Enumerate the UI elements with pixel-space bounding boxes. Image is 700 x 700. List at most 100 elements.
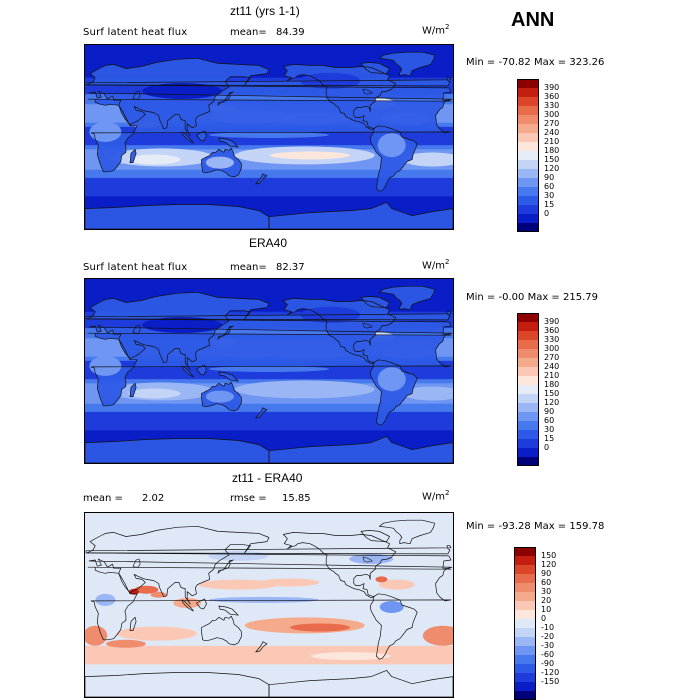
colorbar-tick-label: 360 bbox=[544, 92, 560, 101]
colorbar-swatch bbox=[517, 331, 539, 340]
flux-region bbox=[198, 579, 279, 590]
coastline bbox=[201, 381, 242, 412]
coastline bbox=[85, 204, 270, 229]
season-label: ANN bbox=[511, 9, 555, 31]
coastline bbox=[282, 64, 397, 131]
colorbar-swatch bbox=[514, 619, 536, 628]
coastline bbox=[217, 91, 234, 106]
colorbar-tick-label: -60 bbox=[541, 650, 555, 659]
colorbar-swatch bbox=[517, 394, 539, 403]
colorbar-tick-label: 180 bbox=[544, 146, 560, 155]
colorbar-tick-label: 15 bbox=[544, 200, 555, 209]
colorbar-tick-label: 150 bbox=[544, 389, 560, 398]
colorbar-swatch bbox=[517, 79, 539, 88]
colorbar-swatch bbox=[514, 547, 536, 556]
land-fill bbox=[130, 149, 137, 163]
flux-region bbox=[208, 596, 319, 603]
flux-region bbox=[402, 152, 453, 167]
colorbar-swatch bbox=[517, 385, 539, 394]
flux-region bbox=[259, 578, 320, 587]
colorbar-tick-label: 90 bbox=[544, 173, 555, 182]
colorbar-tick-label: 150 bbox=[541, 551, 557, 560]
colorbar-swatch bbox=[517, 421, 539, 430]
colorbar-swatch bbox=[514, 637, 536, 646]
coastline bbox=[181, 599, 194, 612]
coastline bbox=[282, 298, 397, 365]
flux-region bbox=[377, 367, 406, 392]
flux-region bbox=[95, 593, 116, 606]
flux-region bbox=[349, 554, 394, 564]
mean-value: 82.37 bbox=[276, 262, 305, 273]
coastline bbox=[268, 436, 453, 463]
land-fill bbox=[85, 204, 269, 229]
colorbar-tick-label: 210 bbox=[544, 137, 560, 146]
flux-region bbox=[134, 585, 159, 594]
colorbar-swatch bbox=[517, 187, 539, 196]
map-model bbox=[84, 44, 454, 230]
land-fill bbox=[218, 372, 239, 382]
flux-region bbox=[379, 601, 404, 613]
latitude-band bbox=[85, 645, 453, 665]
colorbar-swatch bbox=[517, 214, 539, 223]
flux-region bbox=[377, 133, 406, 158]
colorbar-tick-label: 60 bbox=[544, 182, 555, 191]
colorbar-swatch bbox=[517, 223, 539, 232]
lake-outline bbox=[362, 556, 373, 563]
colorbar-swatch bbox=[514, 655, 536, 664]
lake-outline bbox=[132, 90, 141, 100]
mean-label: mean= bbox=[230, 27, 267, 38]
colorbar-tick-label: 0 bbox=[544, 443, 550, 452]
colorbar-swatch bbox=[517, 367, 539, 376]
flux-region bbox=[234, 380, 375, 399]
colorbar-swatch bbox=[517, 151, 539, 160]
colorbar-tick-label: 330 bbox=[544, 101, 560, 110]
colorbar-tick-label: 300 bbox=[544, 344, 560, 353]
colorbar-tick-label: 120 bbox=[544, 398, 560, 407]
colorbar-tick-label: 150 bbox=[544, 155, 560, 164]
flux-region bbox=[269, 151, 350, 160]
colorbar-tick-label: 90 bbox=[541, 569, 552, 578]
colorbar-tick-label: 240 bbox=[544, 128, 560, 137]
coastline bbox=[369, 593, 418, 660]
coastline bbox=[369, 359, 418, 426]
colorbar-swatch bbox=[517, 160, 539, 169]
colorbar-tick-label: -10 bbox=[541, 623, 555, 632]
flux-region bbox=[378, 579, 415, 590]
coastline bbox=[201, 615, 242, 646]
colorbar-tick-label: 360 bbox=[544, 326, 560, 335]
colorbar-tick-label: 300 bbox=[544, 110, 560, 119]
colorbar-tick-label: 390 bbox=[544, 83, 560, 92]
colorbar-tick-label: 30 bbox=[541, 587, 552, 596]
land-fill bbox=[87, 292, 452, 370]
colorbar-tick-label: 20 bbox=[541, 596, 552, 605]
colorbar-tick-label: 30 bbox=[544, 191, 555, 200]
land-fill bbox=[379, 286, 435, 310]
colorbar-tick-label: 10 bbox=[541, 605, 552, 614]
colorbar-tick-label: -20 bbox=[541, 632, 555, 641]
colorbar-swatch bbox=[517, 124, 539, 133]
coastline bbox=[86, 57, 453, 137]
mean-value: 84.39 bbox=[276, 27, 305, 38]
flux-region bbox=[116, 626, 197, 641]
colorbar-swatch bbox=[514, 574, 536, 583]
colorbar-swatch bbox=[514, 565, 536, 574]
colorbar-swatch bbox=[517, 412, 539, 421]
map-observations bbox=[84, 278, 454, 464]
colorbar-tick-label: 0 bbox=[541, 614, 547, 623]
colorbar-swatch bbox=[514, 646, 536, 655]
coastline bbox=[217, 559, 234, 574]
flux-region bbox=[209, 132, 329, 138]
colorbar-swatch bbox=[517, 313, 539, 322]
coastline bbox=[85, 311, 452, 321]
colorbar-tick-label: 210 bbox=[544, 371, 560, 380]
colorbar-swatch bbox=[514, 664, 536, 673]
flux-region bbox=[205, 390, 234, 403]
variable-label: Surf latent heat flux bbox=[83, 262, 188, 273]
map-graphic bbox=[85, 279, 453, 463]
coastline bbox=[217, 325, 234, 340]
colorbar-tick-label: 60 bbox=[541, 578, 552, 587]
colorbar-tick-label: -150 bbox=[541, 677, 560, 686]
colorbar-swatch bbox=[514, 601, 536, 610]
coastline bbox=[201, 147, 242, 178]
flux-region bbox=[89, 121, 122, 142]
